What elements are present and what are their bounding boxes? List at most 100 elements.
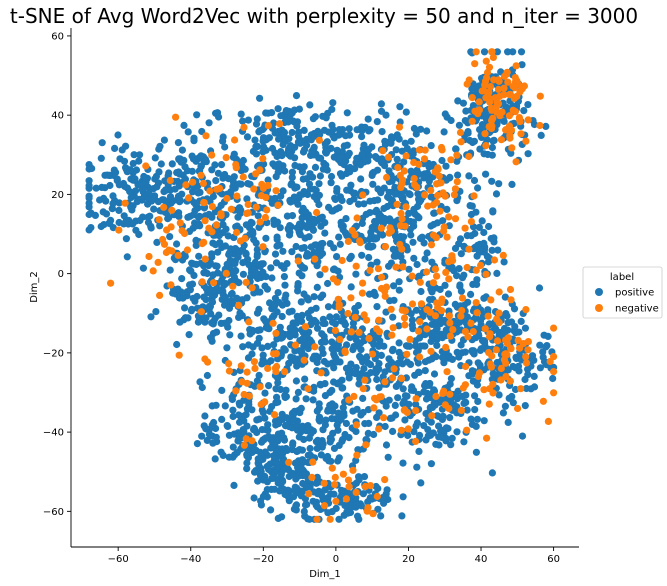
point-negative: [467, 319, 475, 327]
point-positive: [345, 125, 353, 133]
point-positive: [319, 440, 327, 448]
point-negative: [229, 282, 237, 290]
point-positive: [282, 116, 290, 124]
point-negative: [397, 209, 405, 218]
point-positive: [335, 204, 343, 212]
point-positive: [338, 196, 346, 205]
point-positive: [421, 367, 429, 375]
point-positive: [292, 377, 300, 385]
point-negative: [439, 189, 447, 197]
point-positive: [357, 339, 365, 347]
point-positive: [185, 331, 193, 339]
point-positive: [420, 388, 428, 396]
point-positive: [272, 458, 280, 466]
point-negative: [381, 243, 389, 251]
point-positive: [273, 242, 281, 250]
point-positive: [378, 128, 386, 136]
point-positive: [409, 238, 417, 246]
point-positive: [427, 460, 435, 468]
point-negative: [273, 362, 281, 371]
point-positive: [511, 364, 520, 372]
point-positive: [489, 207, 497, 215]
point-positive: [219, 137, 227, 145]
point-positive: [368, 223, 376, 232]
point-positive: [258, 360, 266, 368]
point-positive: [475, 223, 483, 231]
point-positive: [301, 375, 309, 383]
point-negative: [410, 175, 418, 183]
point-positive: [361, 123, 369, 131]
point-positive: [342, 419, 350, 428]
point-negative: [490, 76, 498, 84]
point-positive: [309, 115, 317, 123]
point-negative: [162, 248, 170, 257]
point-positive: [146, 212, 154, 220]
point-positive: [197, 152, 205, 160]
point-negative: [514, 404, 522, 413]
point-negative: [472, 299, 480, 307]
point-positive: [214, 169, 222, 177]
point-negative: [182, 181, 190, 189]
point-positive: [351, 189, 359, 197]
point-positive: [218, 386, 226, 394]
point-positive: [259, 409, 267, 417]
point-positive: [281, 392, 289, 400]
point-positive: [465, 372, 473, 380]
point-positive: [99, 208, 107, 216]
point-positive: [373, 303, 381, 311]
point-positive: [257, 501, 265, 509]
point-negative: [536, 121, 544, 130]
point-positive: [324, 303, 333, 311]
point-negative: [264, 364, 272, 372]
point-positive: [462, 107, 470, 115]
point-negative: [389, 324, 397, 332]
point-positive: [375, 409, 383, 417]
point-negative: [436, 207, 444, 215]
point-positive: [252, 120, 261, 128]
point-positive: [130, 151, 138, 159]
point-negative: [167, 281, 175, 289]
point-positive: [350, 343, 358, 351]
point-positive: [471, 392, 479, 400]
point-negative: [331, 326, 339, 335]
point-positive: [219, 174, 227, 182]
point-positive: [327, 172, 336, 181]
point-positive: [243, 450, 251, 459]
point-positive: [223, 260, 231, 268]
point-negative: [453, 178, 461, 186]
point-negative: [223, 194, 231, 203]
point-negative: [222, 154, 230, 162]
point-positive: [281, 490, 290, 498]
legend-label-positive: positive: [615, 288, 654, 299]
point-positive: [369, 180, 377, 188]
point-negative: [250, 358, 258, 366]
point-positive: [345, 434, 353, 442]
point-positive: [343, 141, 351, 149]
point-negative: [361, 376, 369, 384]
point-positive: [467, 232, 475, 240]
point-positive: [225, 431, 233, 439]
point-negative: [345, 396, 353, 404]
point-negative: [427, 186, 435, 194]
point-positive: [292, 242, 300, 251]
point-negative: [199, 179, 207, 188]
point-positive: [297, 464, 305, 472]
point-positive: [323, 147, 331, 155]
point-positive: [472, 448, 480, 456]
point-positive: [473, 381, 481, 389]
point-negative: [462, 362, 470, 371]
point-positive: [152, 308, 160, 316]
point-positive: [324, 407, 332, 415]
point-positive: [354, 512, 362, 520]
point-positive: [227, 297, 235, 305]
point-positive: [225, 453, 233, 461]
point-positive: [235, 313, 243, 321]
point-positive: [298, 456, 306, 464]
point-positive: [110, 166, 118, 174]
point-positive: [295, 433, 303, 441]
point-positive: [270, 341, 278, 349]
point-negative: [145, 252, 153, 261]
point-positive: [259, 492, 267, 501]
point-positive: [271, 469, 279, 477]
point-negative: [404, 425, 412, 433]
